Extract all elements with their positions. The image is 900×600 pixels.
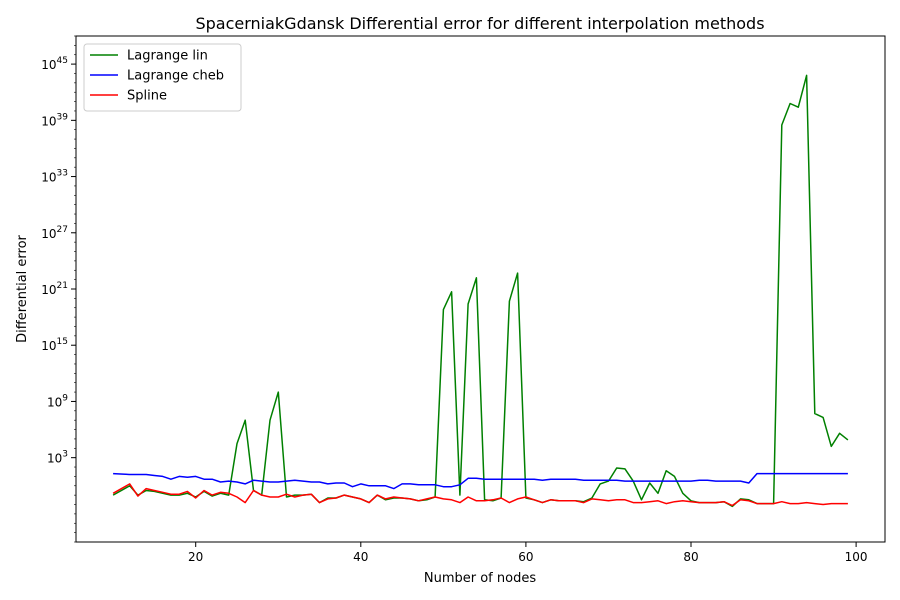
x-axis-label: Number of nodes	[424, 571, 536, 586]
legend-label-lagrange-lin: Lagrange lin	[127, 49, 208, 64]
legend-box	[83, 43, 242, 112]
y-tick-label: 109	[47, 393, 68, 409]
x-tick-label: 100	[845, 550, 868, 564]
series-line-lagrange-cheb	[113, 472, 848, 490]
y-tick-label: 1021	[41, 281, 68, 297]
y-tick-label: 1027	[41, 225, 68, 241]
x-tick-label: 60	[518, 550, 533, 564]
plot-area	[112, 74, 849, 508]
y-axis-label: Differential error	[15, 234, 30, 342]
legend-label-lagrange-cheb: Lagrange cheb	[127, 69, 224, 84]
y-tick-label: 1015	[41, 337, 68, 353]
legend-label-spline: Spline	[127, 89, 167, 104]
x-axis: 20 40 60 80 100	[188, 542, 868, 564]
y-tick-label: 1045	[41, 56, 68, 72]
series-group	[112, 74, 849, 508]
legend: Lagrange lin Lagrange cheb Spline	[83, 43, 242, 112]
x-tick-label: 40	[353, 550, 368, 564]
x-tick-label: 20	[188, 550, 203, 564]
x-tick-label: 80	[683, 550, 698, 564]
chart-title: SpacerniakGdansk Differential error for …	[195, 14, 764, 33]
y-tick-label: 1039	[41, 112, 68, 128]
y-tick-label: 103	[47, 450, 68, 466]
y-axis: 103 109 1015 1021 1027 1033 1039 1045	[41, 35, 76, 543]
series-line-spline	[112, 483, 848, 507]
y-tick-label: 1033	[41, 169, 68, 185]
